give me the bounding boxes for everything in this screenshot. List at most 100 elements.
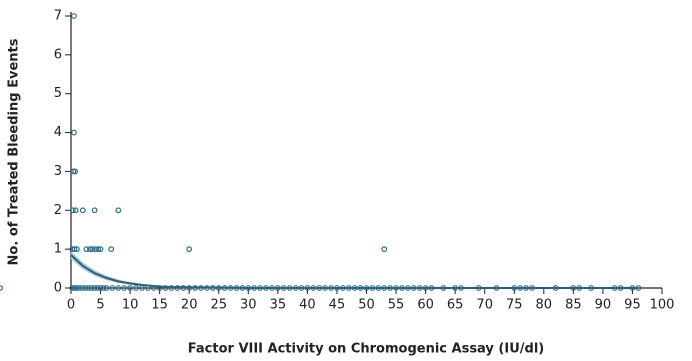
point [144, 285, 151, 291]
point [611, 285, 618, 291]
point [91, 285, 98, 291]
point [428, 285, 435, 291]
point [617, 285, 624, 291]
point [452, 285, 459, 291]
point [85, 285, 92, 291]
point [475, 285, 482, 291]
point [76, 285, 83, 291]
x-tick-label: 75 [506, 298, 523, 313]
x-tick-label: 15 [151, 298, 168, 313]
point [174, 285, 181, 291]
point [357, 285, 364, 291]
point [369, 285, 376, 291]
x-tick-label: 40 [299, 298, 316, 313]
point [72, 207, 79, 214]
point [71, 285, 78, 291]
point [422, 285, 429, 291]
point [186, 285, 193, 291]
x-tick-label: 65 [447, 298, 464, 313]
x-tick-label: 35 [270, 298, 287, 313]
point [529, 285, 535, 291]
point [162, 285, 169, 291]
x-tick-label: 5 [96, 298, 104, 313]
y-tick-label: 3 [54, 164, 62, 179]
x-tick-label: 55 [388, 298, 405, 313]
point [523, 285, 529, 291]
point [274, 285, 281, 291]
point [263, 285, 269, 291]
point [375, 285, 382, 291]
point [334, 285, 340, 291]
point [404, 285, 411, 291]
point [245, 285, 252, 291]
y-tick-label: 6 [54, 47, 62, 62]
point [121, 285, 128, 291]
point [192, 285, 199, 291]
point [286, 285, 293, 291]
point [103, 285, 110, 291]
point [0, 285, 3, 291]
point [89, 246, 96, 253]
point [204, 285, 210, 291]
point [381, 285, 388, 291]
point [115, 285, 122, 291]
point [257, 285, 264, 291]
point [94, 285, 101, 291]
point [71, 13, 77, 19]
point [209, 285, 216, 291]
point [133, 285, 139, 291]
y-tick-label: 0 [54, 281, 62, 296]
point [150, 285, 157, 291]
point [629, 285, 636, 291]
point [198, 285, 204, 291]
point [186, 246, 193, 253]
x-axis-title: Factor VIII Activity on Chromogenic Assa… [188, 342, 544, 357]
point [74, 246, 80, 253]
point [139, 285, 145, 291]
point [233, 285, 240, 291]
x-tick-label: 90 [595, 298, 612, 313]
point [97, 285, 104, 291]
point [328, 285, 334, 291]
y-tick-label: 2 [54, 203, 62, 218]
point [79, 285, 86, 291]
fit-line [70, 254, 639, 289]
point [79, 207, 86, 214]
point [298, 285, 305, 291]
point [345, 285, 352, 291]
point [399, 285, 405, 291]
y-tick-label: 7 [54, 9, 62, 24]
point [280, 285, 287, 291]
point [239, 285, 246, 291]
y-tick-label: 5 [54, 86, 62, 101]
point [339, 285, 346, 291]
confidence-band [71, 251, 639, 288]
point [71, 246, 78, 253]
point [92, 246, 99, 253]
point [251, 285, 258, 291]
point [322, 285, 329, 291]
point [72, 168, 79, 175]
point [70, 168, 77, 175]
point [82, 285, 89, 291]
point [570, 285, 577, 291]
x-tick-label: 25 [210, 298, 227, 313]
y-tick-label: 4 [54, 125, 62, 140]
point [269, 285, 275, 291]
point [493, 285, 500, 291]
point [635, 285, 642, 291]
point [304, 285, 311, 291]
x-tick-label: 60 [417, 298, 434, 313]
x-tick-label: 10 [122, 298, 139, 313]
point [387, 285, 394, 291]
y-axis-title: No. of Treated Bleeding Events [7, 38, 22, 265]
point [97, 246, 104, 253]
point [576, 285, 583, 291]
x-tick-label: 95 [624, 298, 641, 313]
point [440, 285, 447, 291]
point [292, 285, 299, 291]
point [87, 246, 93, 253]
point [363, 285, 370, 291]
x-tick-label: 80 [536, 298, 553, 313]
x-tick-label: 0 [67, 298, 75, 313]
